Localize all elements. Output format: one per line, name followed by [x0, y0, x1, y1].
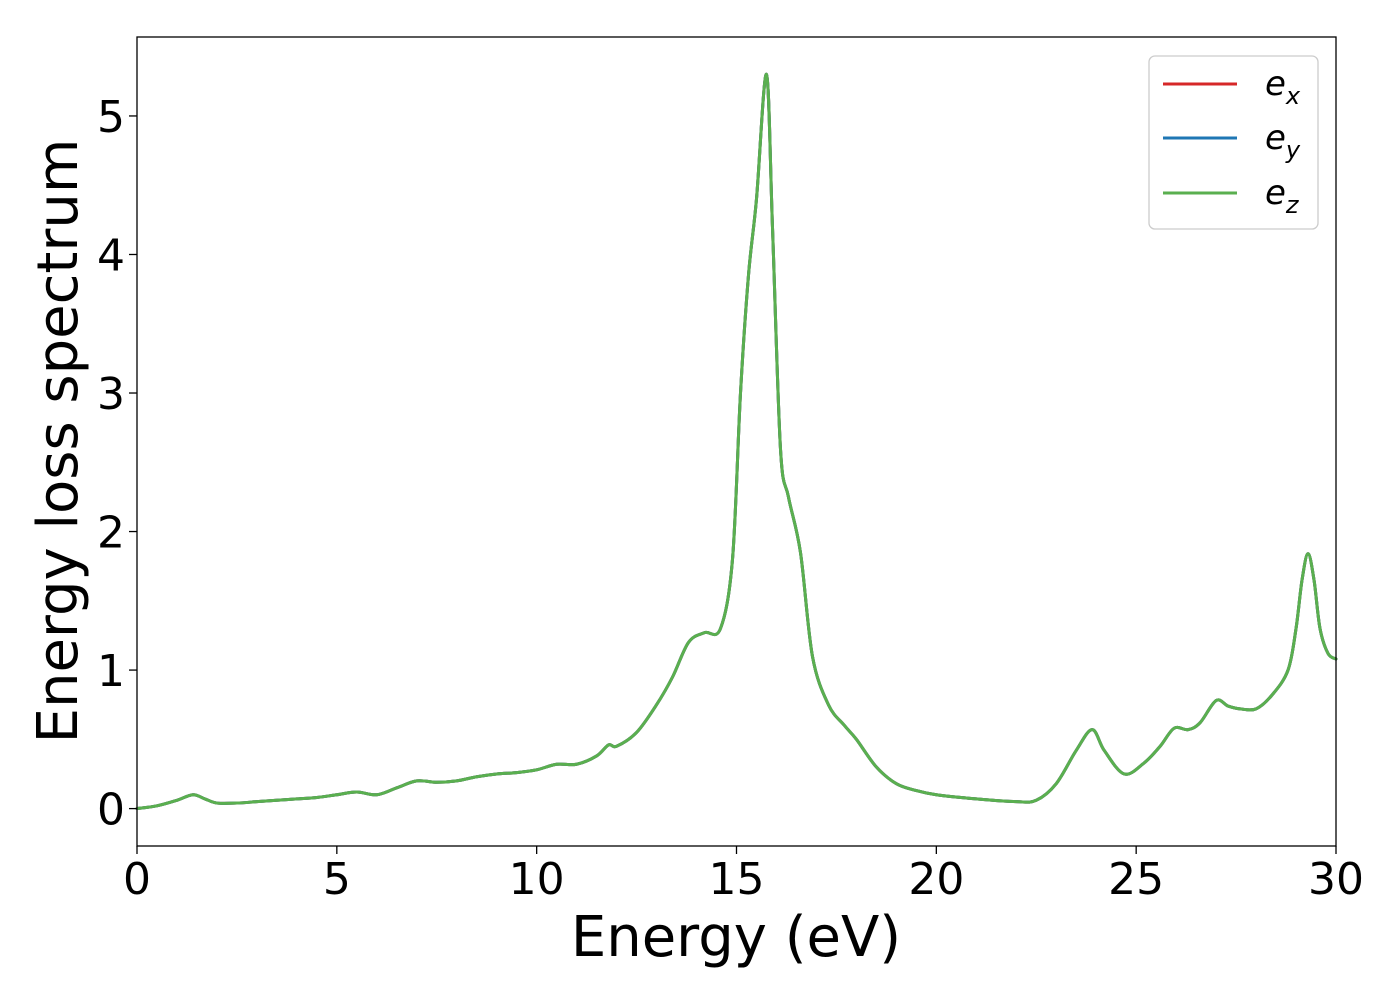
legend-entry-ez: ez: [1163, 173, 1300, 219]
x-tick-label: 15: [709, 854, 765, 905]
x-tick-label: 20: [908, 854, 964, 905]
x-axis-title: Energy (eV): [571, 905, 901, 970]
y-tick-label: 3: [97, 369, 125, 420]
x-tick-label: 5: [323, 854, 351, 905]
legend-entry-ey: ey: [1163, 118, 1301, 164]
x-tick-label: 30: [1308, 854, 1364, 905]
legend-label: ez: [1265, 173, 1300, 219]
plot-series: [135, 72, 1338, 811]
x-tick-label: 10: [509, 854, 565, 905]
legend-entry-ex: ex: [1163, 64, 1301, 110]
legend-entries: ex ey ez: [1163, 64, 1301, 219]
series-line-ez: [135, 72, 1338, 811]
y-tick-label: 1: [97, 646, 125, 697]
legend-box: [1148, 55, 1319, 230]
legend-label: ey: [1265, 118, 1301, 164]
y-tick-label: 0: [97, 785, 125, 836]
y-tick-label: 2: [97, 508, 125, 559]
y-axis-title: Energy loss spectrum: [26, 139, 91, 744]
y-tick-label: 5: [97, 92, 125, 143]
x-tick-label: 25: [1108, 854, 1164, 905]
legend-label: ex: [1265, 64, 1301, 110]
x-axis: 0 5 10 15 20 25 30: [123, 846, 1364, 905]
legend: ex ey ez: [1148, 55, 1319, 230]
y-tick-label: 4: [97, 230, 125, 281]
y-axis: 0 1 2 3 4 5: [97, 92, 137, 836]
x-tick-label: 0: [123, 854, 151, 905]
